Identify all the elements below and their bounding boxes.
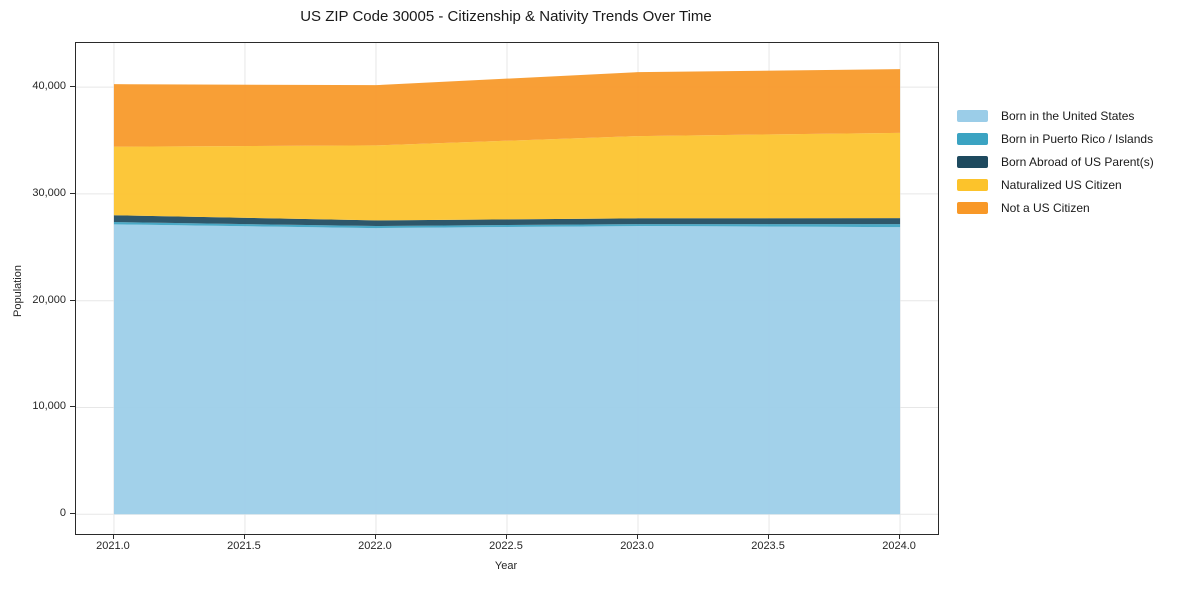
x-tick-mark [899, 534, 901, 539]
area-series-1 [113, 222, 901, 229]
x-tick-label: 2023.0 [620, 540, 654, 552]
y-tick-label: 40,000 [32, 80, 66, 93]
plot-area [75, 42, 939, 535]
legend-swatch-icon [957, 178, 988, 191]
area-series-3 [113, 132, 901, 221]
legend-item: Naturalized US Citizen [957, 173, 1154, 196]
legend-label: Naturalized US Citizen [1001, 177, 1122, 192]
y-tick-label: 20,000 [32, 293, 66, 306]
legend-swatch-icon [957, 201, 988, 214]
legend-label: Born in the United States [1001, 108, 1135, 123]
x-tick-mark [768, 534, 770, 539]
y-tick-mark [70, 513, 75, 515]
x-tick-mark [112, 534, 114, 539]
x-tick-label: 2024.0 [882, 540, 916, 552]
legend-item: Born in Puerto Rico / Islands [957, 127, 1154, 150]
y-tick-label: 0 [59, 507, 66, 520]
area-series-2 [113, 215, 901, 227]
y-tick-label: 30,000 [32, 186, 66, 199]
legend-label: Born Abroad of US Parent(s) [1001, 154, 1154, 169]
x-tick-mark [243, 534, 245, 539]
x-tick-mark [506, 534, 507, 539]
x-axis-label: Year [494, 560, 518, 572]
legend-label: Not a US Citizen [1001, 200, 1090, 215]
legend-swatch-icon [957, 109, 988, 122]
legend-item: Born Abroad of US Parent(s) [957, 150, 1154, 173]
y-axis-label: Population [12, 265, 24, 317]
stacked-area-chart [76, 43, 938, 534]
legend-item: Born in the United States [957, 104, 1154, 127]
y-tick-mark [70, 406, 75, 408]
x-tick-mark [374, 534, 376, 539]
x-tick-label: 2021.0 [96, 540, 130, 552]
legend-item: Not a US Citizen [957, 196, 1154, 219]
y-tick-mark [70, 86, 75, 88]
chart-title: US ZIP Code 30005 - Citizenship & Nativi… [300, 8, 712, 25]
y-tick-mark [70, 192, 75, 194]
legend-label: Born in Puerto Rico / Islands [1001, 131, 1154, 146]
legend-swatch-icon [957, 132, 988, 145]
area-series-4 [113, 69, 901, 147]
x-tick-label: 2021.5 [227, 540, 261, 552]
area-series-0 [113, 224, 901, 515]
x-tick-mark [637, 534, 639, 539]
x-tick-label: 2022.5 [489, 540, 523, 552]
x-tick-label: 2022.0 [358, 540, 392, 552]
legend-swatch-icon [957, 155, 988, 168]
legend: Born in the United States Born in Puerto … [957, 104, 1154, 219]
y-tick-label: 10,000 [32, 400, 66, 413]
x-tick-label: 2023.5 [751, 540, 785, 552]
y-tick-mark [70, 299, 75, 301]
